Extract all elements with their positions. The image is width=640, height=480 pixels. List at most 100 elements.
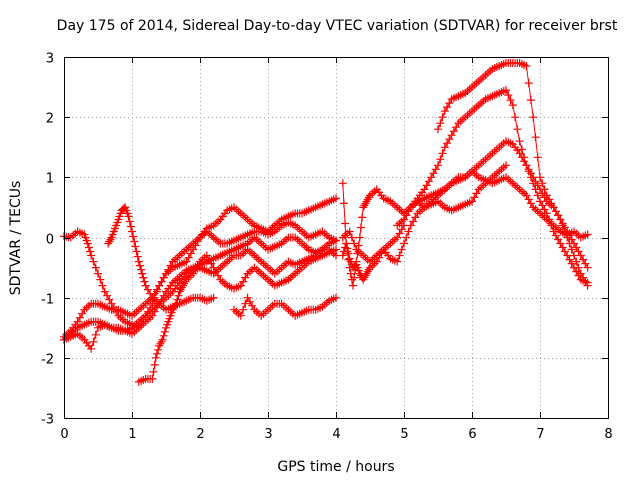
data-point [332, 293, 340, 302]
data-point [137, 265, 146, 274]
tick-layer: 0 1 2 3 4 5 6 7 8 -3 -2 -1 0 1 2 3 [41, 52, 613, 443]
y-tick-label: 1 [46, 172, 54, 187]
series-track-5 [104, 203, 218, 314]
data-point [526, 96, 535, 105]
data-point [395, 251, 404, 260]
series-track-13 [434, 59, 592, 290]
data-point [567, 245, 576, 254]
data-point [342, 239, 351, 248]
data-point [158, 335, 167, 344]
y-tick-label: 0 [46, 233, 54, 248]
data-point [128, 227, 136, 236]
data-point [151, 353, 160, 362]
data-point [522, 62, 531, 70]
data-point [506, 96, 515, 105]
data-point [91, 263, 100, 272]
data-point [344, 249, 353, 258]
data-point [434, 161, 442, 170]
data-point [138, 269, 147, 278]
chart-title: Day 175 of 2014, Sidereal Day-to-day VTE… [57, 18, 618, 34]
data-point [171, 301, 180, 310]
data-point [126, 222, 135, 231]
data-point [438, 113, 447, 122]
x-tick-label: 6 [468, 427, 476, 442]
data-point [89, 337, 98, 346]
data-point [130, 237, 139, 246]
data-point [339, 199, 348, 208]
data-point [576, 251, 585, 260]
data-point [332, 245, 340, 254]
data-point [135, 261, 144, 270]
series-track-6 [134, 245, 340, 386]
data-point [440, 143, 449, 152]
data-point [358, 213, 367, 222]
data-point [572, 257, 581, 266]
x-tick-label: 8 [604, 427, 612, 442]
data-point [556, 215, 565, 224]
data-point [152, 349, 161, 358]
data-point [542, 209, 551, 218]
data-point [96, 275, 105, 284]
data-point [502, 86, 510, 95]
x-tick-label: 4 [332, 427, 340, 442]
data-point [172, 299, 181, 308]
data-point [502, 161, 510, 170]
data-point [574, 263, 583, 272]
series-track-2 [60, 218, 340, 341]
x-axis-label: GPS time / hours [277, 459, 394, 475]
y-axis-label: SDTVAR / TECUs [8, 181, 24, 296]
x-tick-label: 7 [536, 427, 544, 442]
series-track-7 [230, 293, 340, 320]
x-tick-label: 1 [128, 427, 136, 442]
data-point [531, 133, 540, 142]
x-tick-label: 2 [196, 427, 204, 442]
data-point [570, 251, 578, 260]
data-point [533, 191, 542, 200]
data-point [343, 244, 352, 253]
data-point [125, 217, 134, 226]
data-point [560, 227, 569, 236]
data-point [540, 185, 549, 194]
data-point [436, 155, 445, 164]
data-point [536, 173, 544, 182]
data-point [87, 251, 96, 260]
data-point [148, 374, 157, 383]
data-point [150, 360, 159, 369]
data-point [143, 285, 152, 294]
data-point [422, 181, 431, 190]
data-point [538, 179, 547, 188]
data-point [350, 239, 359, 248]
data-point [98, 281, 107, 290]
data-point [100, 287, 109, 296]
data-point [533, 153, 542, 162]
data-point [241, 299, 250, 308]
data-point [349, 281, 357, 290]
data-point [132, 247, 141, 256]
data-point [154, 345, 163, 354]
data-point [338, 251, 347, 260]
y-tick-label: 2 [46, 112, 54, 127]
data-point [174, 291, 183, 300]
data-point [346, 269, 355, 278]
series-track-8 [338, 179, 408, 290]
data-point [139, 273, 148, 282]
data-point [558, 221, 567, 230]
x-tick-label: 3 [264, 427, 272, 442]
data-point [159, 331, 168, 340]
y-tick-label: -3 [41, 413, 54, 428]
data-point [402, 233, 411, 242]
data-point [91, 330, 100, 339]
x-tick-label: 0 [60, 427, 68, 442]
data-point [434, 125, 442, 134]
data-point [583, 230, 592, 239]
data-point [583, 263, 592, 272]
x-tick-label: 5 [400, 427, 408, 442]
data-point [364, 265, 373, 274]
data-point [106, 235, 115, 244]
data-point [520, 153, 529, 162]
data-point [436, 119, 445, 128]
data-point [84, 243, 93, 252]
data-point [157, 337, 166, 346]
data-point [347, 233, 356, 242]
